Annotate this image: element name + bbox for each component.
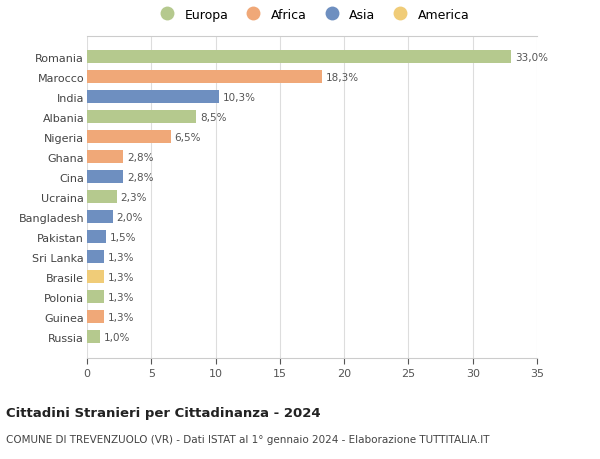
Text: 6,5%: 6,5% [175,133,201,143]
Text: 2,0%: 2,0% [116,213,143,222]
Text: 1,3%: 1,3% [107,272,134,282]
Bar [87,311,104,324]
Bar [87,51,511,64]
Bar [87,271,104,284]
Text: COMUNE DI TREVENZUOLO (VR) - Dati ISTAT al 1° gennaio 2024 - Elaborazione TUTTIT: COMUNE DI TREVENZUOLO (VR) - Dati ISTAT … [6,434,490,444]
Text: 2,8%: 2,8% [127,152,154,162]
Text: 1,3%: 1,3% [107,252,134,262]
Text: 1,3%: 1,3% [107,292,134,302]
Bar [87,91,220,104]
Text: 33,0%: 33,0% [515,53,548,63]
Bar [87,111,196,124]
Text: 1,0%: 1,0% [104,332,130,342]
Text: 2,8%: 2,8% [127,173,154,182]
Bar [87,211,113,224]
Bar [87,330,100,343]
Bar [87,251,104,263]
Text: Cittadini Stranieri per Cittadinanza - 2024: Cittadini Stranieri per Cittadinanza - 2… [6,406,320,419]
Bar [87,231,106,244]
Bar [87,71,322,84]
Text: 8,5%: 8,5% [200,112,227,123]
Text: 1,3%: 1,3% [107,312,134,322]
Legend: Europa, Africa, Asia, America: Europa, Africa, Asia, America [152,6,472,24]
Text: 2,3%: 2,3% [121,192,147,202]
Bar [87,151,123,164]
Bar [87,171,123,184]
Text: 18,3%: 18,3% [326,73,359,83]
Text: 1,5%: 1,5% [110,232,137,242]
Bar [87,191,116,204]
Bar [87,291,104,303]
Text: 10,3%: 10,3% [223,93,256,103]
Bar [87,131,170,144]
